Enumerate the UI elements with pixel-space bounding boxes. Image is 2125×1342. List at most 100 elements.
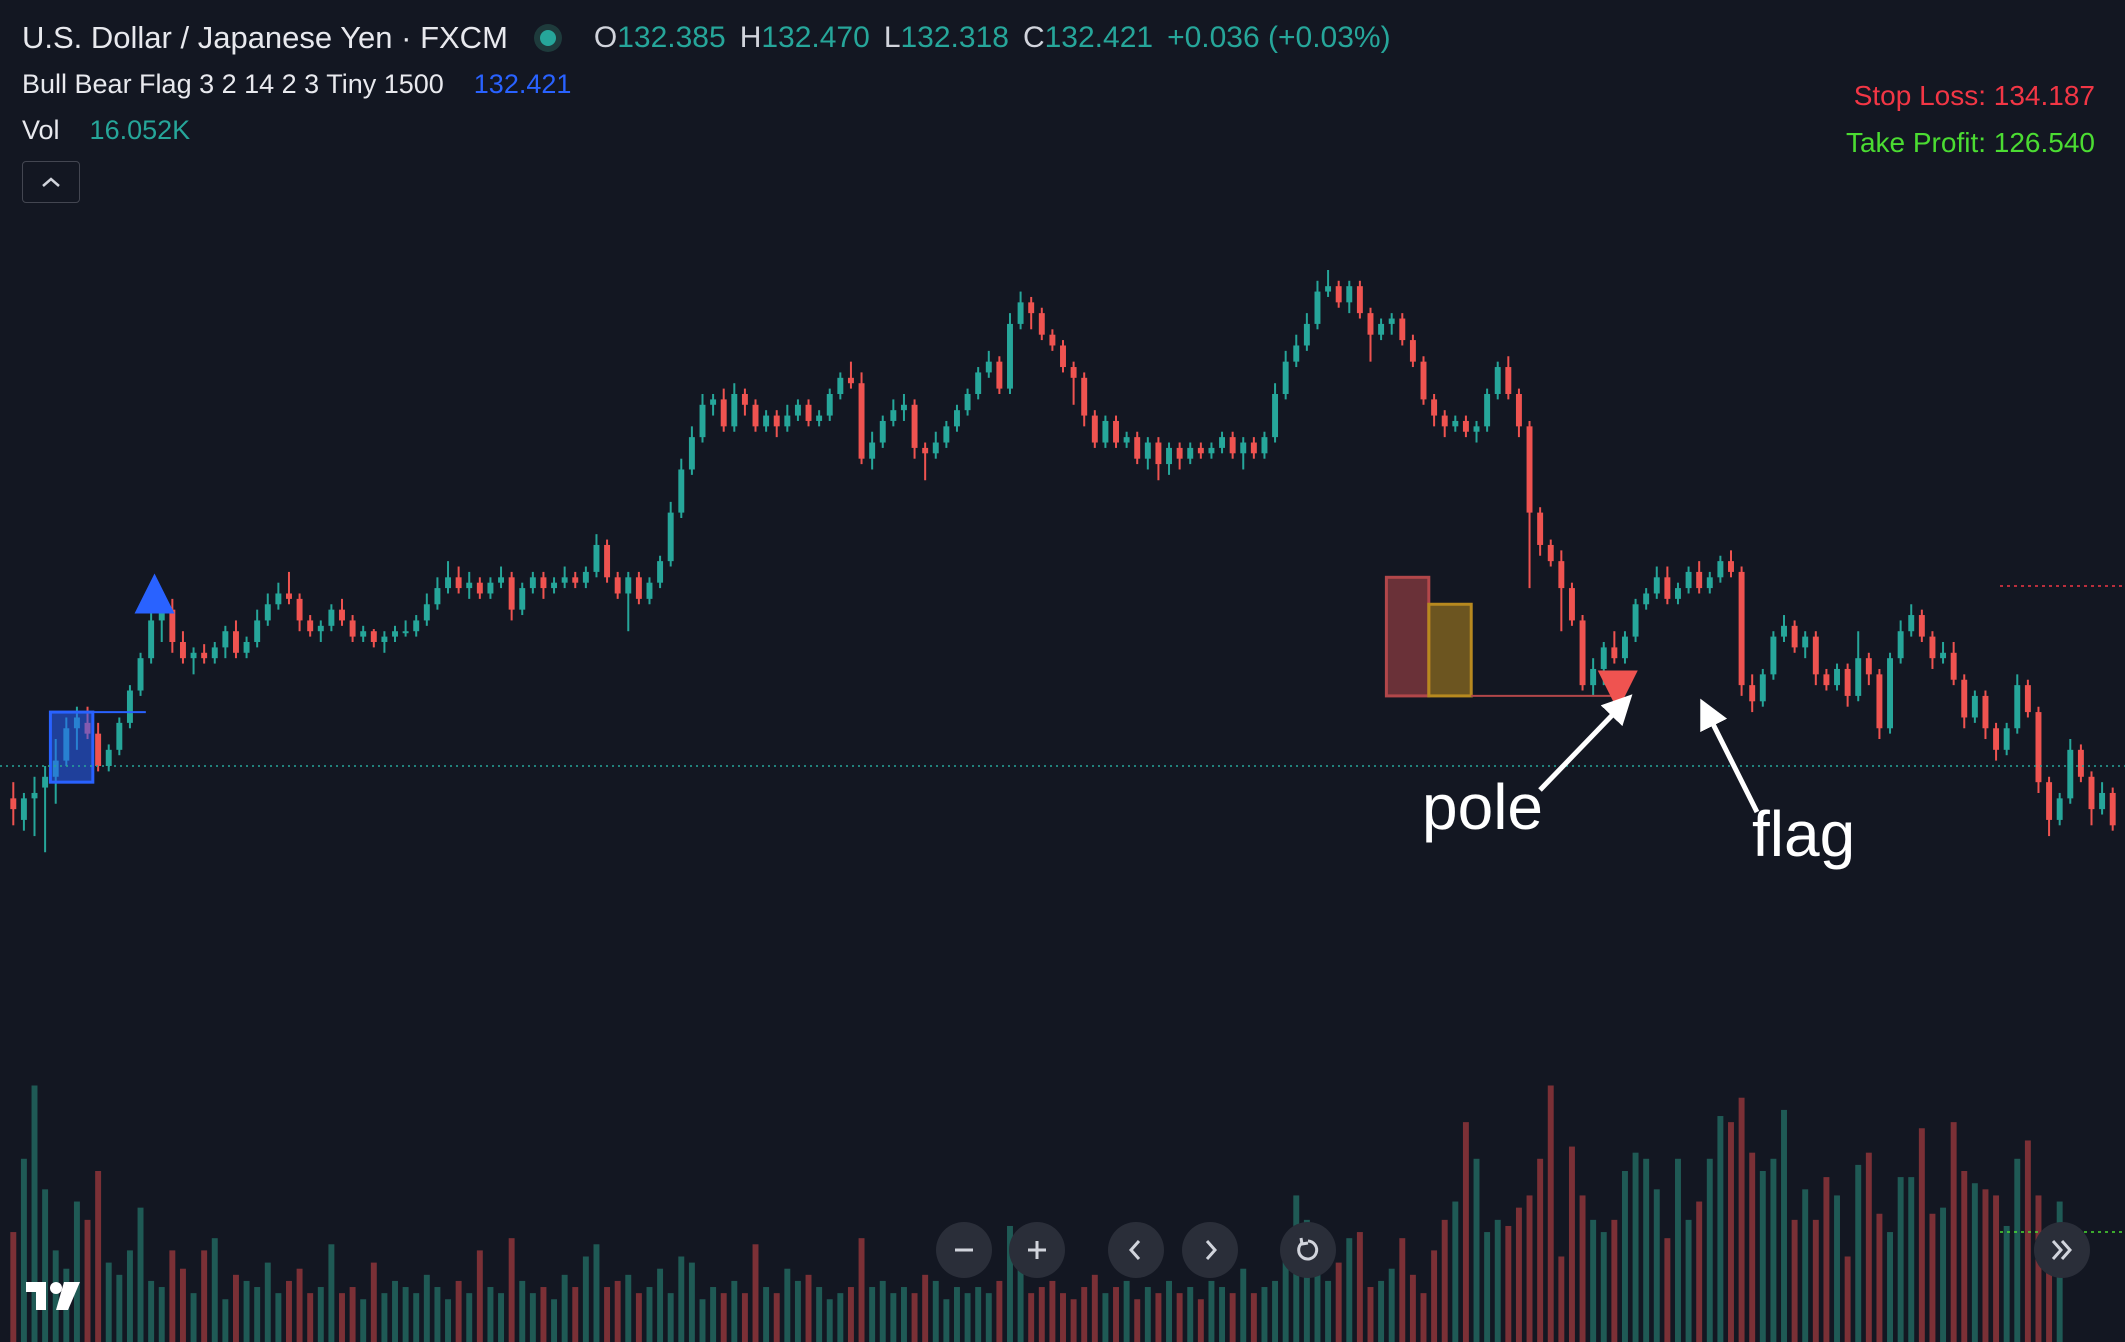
tradingview-logo-mark (26, 1282, 80, 1310)
candle-body (476, 582, 483, 594)
volume-bar (1526, 1195, 1533, 1342)
volume-bar (1940, 1207, 1947, 1342)
candle (816, 410, 823, 427)
candle (2003, 722, 2010, 756)
volume-bar (1282, 1244, 1289, 1342)
volume-bar (1070, 1299, 1077, 1342)
candle (784, 404, 791, 432)
volume-bar (1961, 1171, 1968, 1342)
candle-body (1155, 442, 1162, 465)
candle (1261, 431, 1268, 459)
candle (1197, 442, 1204, 459)
candle (2035, 706, 2042, 793)
volume-bar (137, 1207, 144, 1342)
candle-body (1547, 544, 1554, 562)
candle-body (1441, 415, 1448, 427)
candle-body (498, 577, 505, 583)
bear-flag-entry-marker (1597, 670, 1638, 711)
candle-body (1176, 447, 1183, 459)
volume-bar (1611, 1219, 1618, 1342)
collapse-legend-button[interactable] (22, 161, 80, 203)
candle-body (1187, 447, 1194, 459)
candle (1346, 280, 1353, 314)
volume-label[interactable]: Vol (22, 115, 60, 145)
volume-bar (773, 1293, 780, 1342)
volume-bar (1441, 1219, 1448, 1342)
candle (1441, 410, 1448, 438)
candle (1568, 582, 1575, 626)
candle (1950, 642, 1957, 686)
scroll-left-button[interactable] (1108, 1222, 1164, 1278)
candle (1240, 437, 1247, 470)
volume-bar (222, 1299, 229, 1342)
candle (1696, 561, 1703, 594)
volume-bar (699, 1299, 706, 1342)
volume-bar (688, 1262, 695, 1342)
candle (1685, 566, 1692, 594)
volume-bar (1653, 1189, 1660, 1342)
volume-bar (1038, 1287, 1045, 1342)
candle-body (1060, 345, 1066, 368)
volume-bar (2014, 1158, 2021, 1342)
symbol-title[interactable]: U.S. Dollar / Japanese Yen · FXCM (22, 20, 508, 55)
candle-body (752, 404, 759, 427)
candle (890, 399, 897, 427)
candle (190, 647, 197, 675)
candle-body (741, 394, 748, 405)
candle-body (1823, 674, 1830, 686)
candle-body (1282, 361, 1289, 394)
volume-bar (392, 1280, 398, 1342)
volume-bar (561, 1274, 568, 1342)
volume-bar (434, 1287, 441, 1342)
volume-bar (1261, 1287, 1268, 1342)
candle (572, 571, 579, 589)
candle (1367, 307, 1374, 362)
volume-bar (455, 1280, 462, 1342)
volume-bar (1314, 1250, 1321, 1342)
tradingview-logo-icon[interactable] (24, 1278, 88, 1319)
candle (1515, 388, 1522, 438)
candle (95, 722, 102, 772)
candle (1558, 550, 1565, 632)
high-key: H (739, 21, 762, 54)
volume-bar (1738, 1097, 1745, 1342)
volume-bar (975, 1287, 982, 1342)
volume-bar (1303, 1219, 1310, 1342)
indicator-row[interactable]: Bull Bear Flag 3 2 14 2 3 Tiny 1500 132.… (22, 64, 1399, 104)
candle-body (1229, 437, 1236, 454)
candle-body (413, 620, 420, 632)
candle (1823, 668, 1830, 691)
candle-body (2088, 776, 2095, 810)
candle (1229, 431, 1236, 459)
volume-bar (1462, 1122, 1469, 1342)
candle (2046, 776, 2053, 837)
candle-body (2035, 712, 2042, 783)
candle-body (1515, 394, 1522, 427)
candle (900, 394, 907, 421)
candle-body (1664, 577, 1671, 599)
volume-row[interactable]: Vol 16.052K (22, 110, 1399, 150)
volume-bar (657, 1268, 664, 1342)
zoom-out-button[interactable] (936, 1222, 992, 1278)
candle (911, 399, 918, 459)
candle (10, 782, 17, 826)
volume-bar (635, 1293, 642, 1342)
scroll-right-button[interactable] (1182, 1222, 1238, 1278)
volume-bar (498, 1293, 505, 1342)
candle-body (582, 571, 589, 583)
go-to-latest-button[interactable] (2034, 1222, 2090, 1278)
candle (1664, 566, 1671, 605)
candle-body (1452, 420, 1459, 427)
candle-body (1685, 571, 1692, 589)
candle-body (1367, 313, 1374, 335)
candle (232, 620, 239, 659)
volume-bar (1325, 1280, 1332, 1342)
market-open-icon (539, 30, 556, 46)
indicator-name[interactable]: Bull Bear Flag 3 2 14 2 3 Tiny 1500 (22, 69, 444, 99)
reset-chart-button[interactable] (1280, 1222, 1336, 1278)
candle-body (148, 620, 155, 659)
zoom-in-button[interactable] (1009, 1222, 1065, 1278)
candle (826, 388, 833, 421)
volume-bar (1113, 1287, 1119, 1342)
